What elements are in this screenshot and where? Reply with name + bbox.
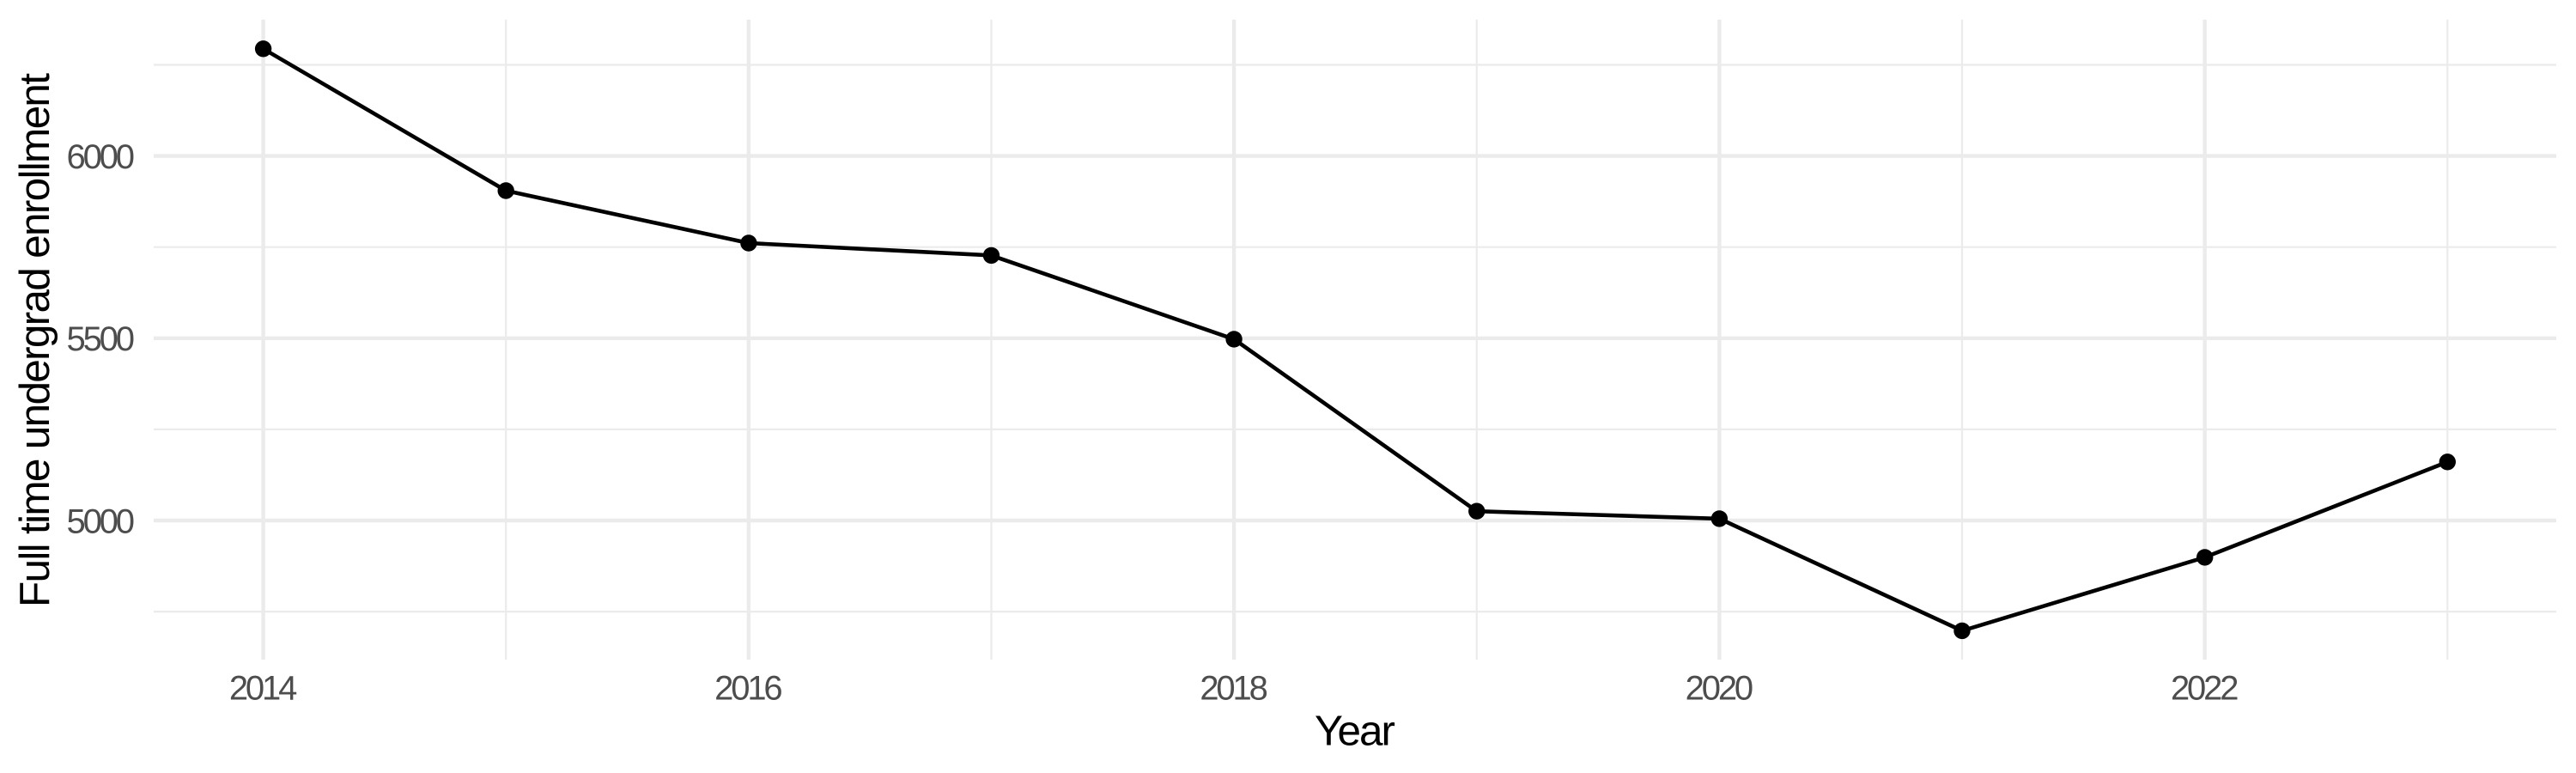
svg-text:5000: 5000: [67, 502, 136, 540]
svg-text:6000: 6000: [67, 138, 136, 176]
svg-text:Year: Year: [1315, 708, 1395, 755]
svg-text:2016: 2016: [714, 670, 783, 708]
svg-text:2018: 2018: [1200, 670, 1268, 708]
svg-text:2022: 2022: [2171, 670, 2239, 708]
svg-text:5500: 5500: [67, 320, 136, 358]
svg-text:2014: 2014: [229, 670, 298, 708]
svg-text:Full time undergrad enrollment: Full time undergrad enrollment: [11, 73, 58, 607]
svg-text:2020: 2020: [1686, 670, 1753, 708]
